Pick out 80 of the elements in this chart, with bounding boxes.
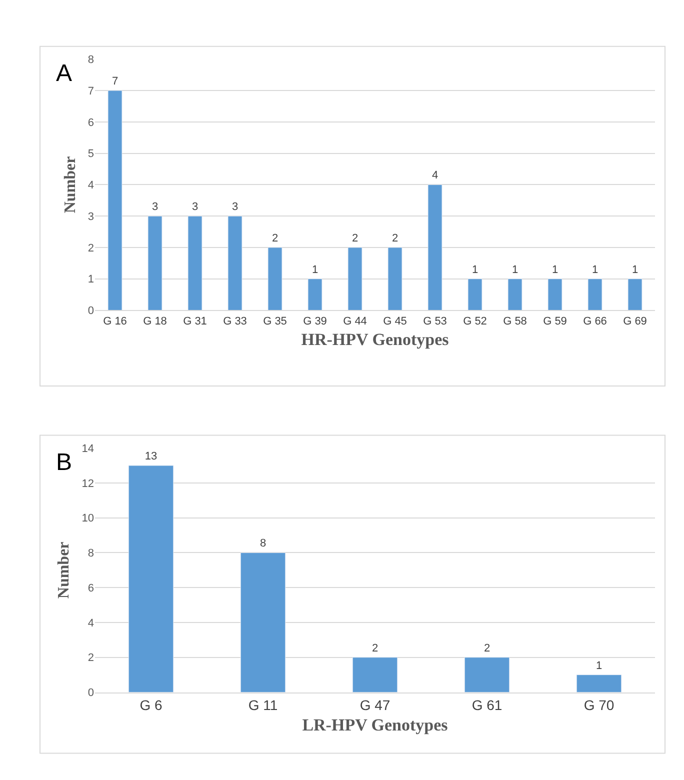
data-label: 3	[152, 201, 158, 214]
x-tick-label: G 59	[543, 315, 567, 328]
y-tick-label: 4	[88, 617, 94, 630]
data-label: 1	[472, 264, 478, 276]
x-tick-label: G 70	[584, 697, 614, 714]
data-label: 2	[372, 642, 378, 654]
y-axis-title: Number	[56, 542, 73, 599]
y-tick-label: 7	[88, 85, 94, 98]
bar	[268, 247, 282, 310]
x-tick-label: G 58	[503, 315, 527, 328]
data-label: 2	[484, 642, 490, 654]
data-label: 2	[272, 232, 278, 244]
bar	[228, 216, 242, 310]
x-tick-label: G 11	[248, 697, 278, 714]
text: B	[56, 449, 72, 476]
data-label: 1	[312, 264, 318, 276]
bar	[464, 657, 510, 692]
y-tick-label: 6	[88, 582, 94, 594]
bar	[148, 216, 162, 310]
x-tick-label: G 66	[583, 315, 607, 328]
y-tick-label: 0	[88, 305, 94, 318]
y-tick-label: 1	[88, 274, 94, 286]
bar	[348, 247, 362, 310]
x-tick-label: G 45	[383, 315, 407, 328]
bar	[428, 184, 442, 310]
y-tick-label: 2	[88, 242, 94, 254]
y-tick-label: 14	[82, 442, 94, 455]
data-label: 1	[592, 264, 598, 276]
x-tick-label: G 61	[472, 697, 502, 714]
data-label: 13	[144, 450, 158, 463]
y-tick-label: 3	[88, 210, 94, 223]
bar	[468, 278, 482, 310]
bar	[240, 552, 286, 692]
bar	[508, 278, 522, 310]
y-tick-label: 5	[88, 148, 94, 160]
data-label: 1	[596, 660, 602, 672]
data-label: 1	[552, 264, 558, 276]
x-tick-label: G 16	[103, 315, 127, 328]
bar	[628, 278, 642, 310]
bar	[352, 657, 398, 692]
bar	[128, 465, 174, 692]
x-tick-label: G 44	[343, 315, 367, 328]
bar	[188, 216, 202, 310]
bar	[308, 278, 322, 310]
x-tick-label: G 18	[143, 315, 167, 328]
y-tick-label: 10	[82, 512, 94, 525]
bar	[388, 247, 402, 310]
y-tick-label: 12	[82, 478, 94, 490]
data-label: 3	[232, 201, 238, 214]
data-label: 2	[352, 232, 358, 244]
data-label: 4	[432, 170, 438, 182]
data-label: 1	[632, 264, 638, 276]
y-tick-label: 0	[88, 687, 94, 700]
y-axis-title: Number	[62, 156, 79, 214]
x-axis-title: LR-HPV Genotypes	[302, 715, 448, 734]
y-tick-label: 2	[88, 652, 94, 664]
text: A	[56, 60, 72, 87]
x-tick-label: G 53	[423, 315, 447, 328]
x-tick-label: G 6	[140, 697, 162, 714]
data-label: 7	[112, 76, 118, 88]
data-label: 2	[392, 232, 398, 244]
bar	[548, 278, 562, 310]
x-tick-label: G 33	[223, 315, 247, 328]
x-tick-label: G 47	[360, 697, 390, 714]
x-tick-label: G 69	[623, 315, 647, 328]
x-tick-label: G 39	[303, 315, 327, 328]
data-label: 8	[260, 538, 266, 550]
y-tick-label: 6	[88, 116, 94, 129]
bar	[588, 278, 602, 310]
bar	[108, 90, 122, 310]
y-tick-label: 4	[88, 180, 94, 192]
y-tick-label: 8	[88, 54, 94, 66]
x-tick-label: G 31	[183, 315, 207, 328]
bar	[576, 674, 622, 692]
data-label: 1	[512, 264, 518, 276]
x-tick-label: G 35	[263, 315, 287, 328]
x-tick-label: G 52	[463, 315, 487, 328]
y-tick-label: 8	[88, 548, 94, 560]
data-label: 3	[192, 201, 198, 214]
x-axis-title: HR-HPV Genotypes	[301, 330, 450, 349]
